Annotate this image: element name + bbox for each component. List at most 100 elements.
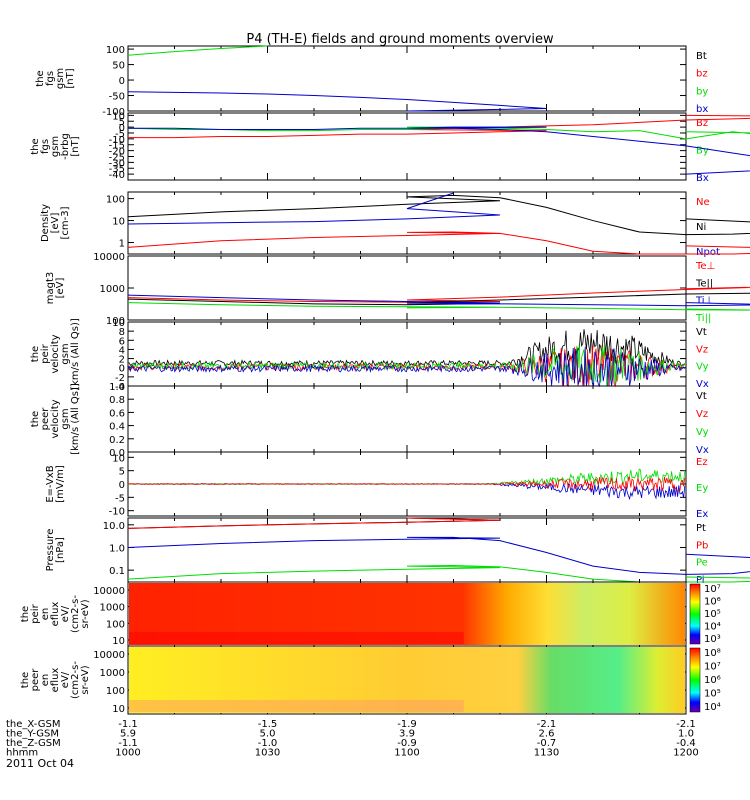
y-tick-label: -20: [109, 147, 125, 158]
panel-frame: [127, 255, 687, 321]
y-tick-label: -100: [102, 107, 125, 118]
y-tick-label: 100: [106, 316, 125, 327]
y-axis-label: -brbg: [60, 133, 71, 160]
series-By: [127, 126, 750, 140]
y-tick-label: 0: [119, 364, 125, 375]
y-tick-label: 1000: [100, 603, 125, 614]
y-tick-label: -10: [109, 507, 125, 518]
y-axis-label: en: [40, 674, 51, 687]
y-tick-label: 0.8: [109, 395, 125, 406]
legend-entry: Bx: [696, 173, 709, 184]
x-axis-value: -2.1: [676, 719, 696, 730]
y-axis-label: eV/: [60, 605, 71, 622]
y-tick-label: 10: [112, 318, 125, 329]
colorbar-label: 10⁸: [704, 648, 721, 659]
legend-entry: Ez: [696, 457, 708, 468]
y-tick-label: 10.0: [103, 521, 125, 532]
legend-entry: Ey: [696, 483, 708, 494]
legend-entry: Vy: [696, 362, 709, 373]
x-axis-value: 2.6: [539, 729, 555, 740]
x-axis-value: -1.1: [118, 738, 138, 749]
x-axis-value: -1.5: [258, 719, 278, 730]
y-axis-label: peer: [40, 407, 51, 431]
legend-entry: bx: [696, 104, 708, 115]
y-tick-label: -40: [109, 170, 125, 181]
y-axis-label: eflux: [50, 668, 61, 693]
y-tick-label: 1.0: [109, 543, 125, 554]
colorbar-label: 10⁷: [704, 662, 721, 673]
x-axis-row-label: hhmm: [6, 748, 38, 759]
legend-entry: Vt: [696, 391, 707, 402]
y-axis-label: peer: [30, 668, 41, 692]
y-axis-label: fgs: [40, 139, 51, 154]
legend-entry: Pt: [696, 523, 706, 534]
legend-entry: Ne: [696, 197, 710, 208]
colorbar: [689, 583, 701, 645]
panel-peer_eflux: 10000 1000 100 10 the peer en eflux eV/(cm2-s-sr…: [20, 645, 721, 715]
x-axis-annotation: -1.15.9-1.11000-1.55.0-1.01030-1.93.9-0.…: [6, 719, 699, 759]
legend-entry: Ex: [696, 509, 708, 520]
y-tick-label: 10000: [93, 650, 125, 661]
panel-frame: [127, 112, 687, 181]
panel-fgs_gsm: 100 50 0 -50 -100 the fgs gsm [nT] Bt bz by bx: [35, 45, 708, 118]
y-tick-label: -25: [109, 152, 125, 163]
x-axis-value: 1.0: [678, 729, 694, 740]
y-tick-label: 10: [112, 453, 125, 464]
y-tick-label: 0: [119, 480, 125, 491]
x-axis-value: -0.4: [676, 738, 696, 749]
y-axis-label: the: [20, 606, 31, 622]
legend-entry: Vx: [696, 379, 709, 390]
y-tick-label: 5: [119, 117, 125, 128]
series-Pe: [127, 565, 750, 583]
y-axis-label: sr-eV): [80, 599, 91, 628]
colorbar-label: 10⁵: [704, 689, 721, 700]
panel-density: 100 10 1 Density [eV] [cm-3] Ne Ni Npot: [40, 191, 750, 258]
y-axis-label: [nPa]: [55, 537, 66, 563]
y-tick-label: 10000: [93, 252, 125, 263]
x-axis-value: 5.9: [120, 729, 136, 740]
y-tick-label: -50: [109, 92, 125, 103]
legend-entry: Vx: [696, 445, 709, 456]
y-axis-label: the: [30, 346, 41, 362]
y-tick-label: 0.0: [109, 448, 125, 459]
x-axis-value: -0.7: [537, 738, 557, 749]
panel-pressure: 10.0 1.0 0.1 Pressure [nPa] Pt Pb Pe Pi: [45, 517, 750, 586]
series-by: [127, 45, 268, 56]
y-axis-label: velocity: [50, 334, 61, 373]
y-axis-label: gsm: [50, 136, 61, 157]
y-axis-label: [nT]: [65, 68, 76, 88]
y-tick-label: -5: [115, 129, 125, 140]
colorbar-label: 10⁴: [704, 702, 721, 713]
y-axis-label: the: [35, 70, 46, 86]
series-Bx: [128, 126, 750, 175]
y-axis-label: fgs: [45, 71, 56, 86]
y-tick-label: 1000: [100, 668, 125, 679]
y-tick-label: 50: [112, 61, 125, 72]
legend-entry: Ni: [696, 222, 706, 233]
y-axis-label: [eV]: [50, 213, 61, 234]
series-Pb: [127, 517, 501, 529]
legend-entry: Pb: [696, 540, 708, 551]
series-Npot: [127, 192, 501, 225]
y-axis-label: [km/s (All Qs)]: [70, 383, 81, 455]
y-tick-label: 1: [119, 239, 125, 250]
y-tick-label: -15: [109, 141, 125, 152]
y-tick-label: -4: [115, 382, 125, 393]
y-axis-label: gsm: [55, 68, 66, 89]
y-tick-label: 0: [119, 76, 125, 87]
legend-entry: Ti||: [695, 313, 711, 324]
y-axis-label: peir: [30, 603, 41, 623]
y-tick-label: 0: [119, 123, 125, 134]
x-axis-value: -0.9: [397, 738, 417, 749]
x-axis-row-label: the_Z-GSM: [6, 738, 61, 749]
legend-entry: Te||: [695, 278, 713, 289]
y-tick-label: 5: [119, 467, 125, 478]
panel-efield: 10 5 0 -5 -10 E=-VxB [mV/m] Ez Ey Ex: [45, 451, 708, 520]
y-axis-label: en: [40, 608, 51, 621]
colorbar-label: 10⁵: [704, 609, 721, 620]
y-axis-label: magt3: [45, 272, 56, 305]
y-axis-label: [km/s (All Qs)]: [70, 318, 81, 390]
